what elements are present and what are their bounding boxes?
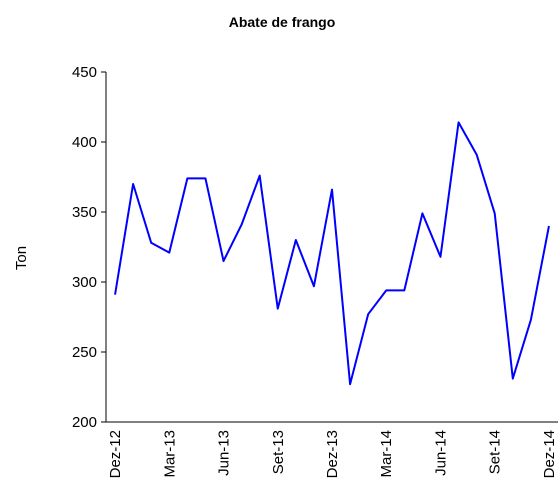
- y-tick-label: 250: [72, 344, 97, 361]
- y-tick-label: 300: [72, 274, 97, 291]
- y-tick-label: 200: [72, 414, 97, 431]
- chart-title: Abate de frango: [229, 14, 336, 30]
- x-tick-label: Dez-14: [541, 430, 558, 478]
- y-tick-label: 350: [72, 204, 97, 221]
- y-tick-label: 450: [72, 64, 97, 81]
- x-tick-label: Jun-14: [432, 430, 449, 476]
- line-series: [114, 121, 550, 386]
- x-tick-label: Jun-13: [216, 430, 233, 476]
- x-tick-label: Mar-14: [378, 430, 395, 478]
- x-tick-label: Set-14: [487, 430, 504, 474]
- x-tick-label: Dez-12: [107, 430, 124, 478]
- x-tick-label: Dez-13: [324, 430, 341, 478]
- y-axis-label: Ton: [13, 246, 30, 270]
- x-tick-label: Set-13: [270, 430, 287, 474]
- y-tick-label: 400: [72, 134, 97, 151]
- x-tick-label: Mar-13: [161, 430, 178, 478]
